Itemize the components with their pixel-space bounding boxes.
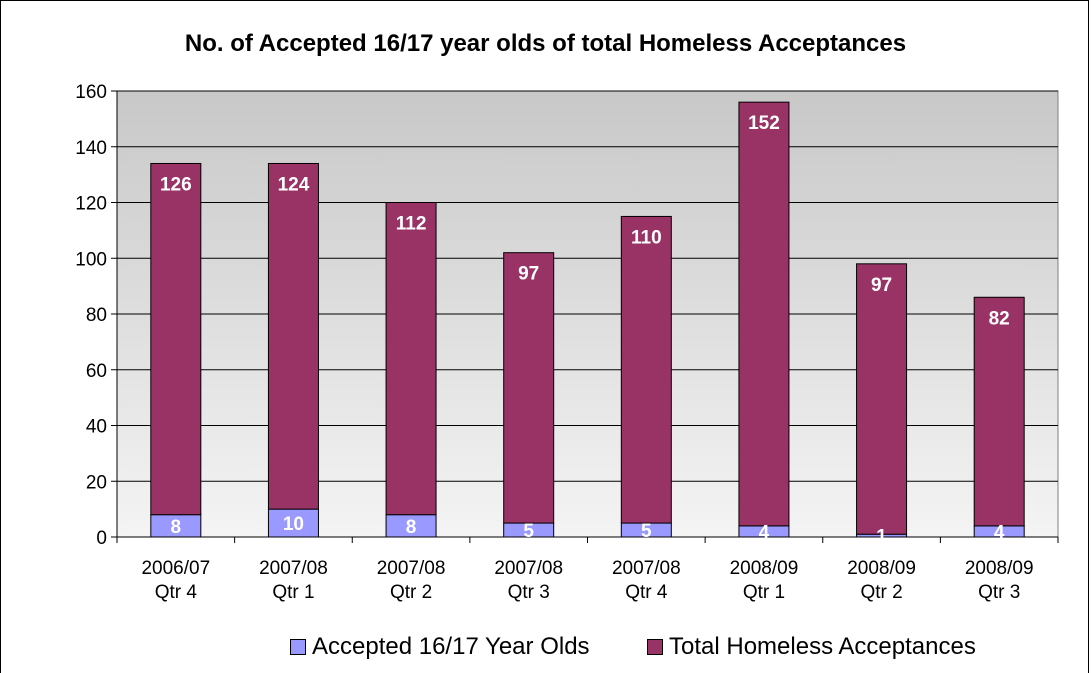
legend-label-total: Total Homeless Acceptances: [669, 633, 976, 660]
y-tick-label: 120: [75, 194, 107, 215]
bar-total: [267, 162, 319, 510]
legend-item-total: Total Homeless Acceptances: [647, 633, 976, 661]
bar-total: [503, 252, 555, 524]
bar-total: [150, 162, 202, 516]
y-tick-label: 160: [75, 82, 107, 103]
axes: 0 20 40 60 80 100 120 140 160 2006/07 Qtr 4 2007/08…: [75, 82, 1059, 603]
bar-total: [620, 215, 672, 524]
x-tick-label: 2008/09 Qtr 1: [730, 558, 799, 603]
data-label: 4: [759, 522, 770, 543]
legend-swatch-total: [647, 639, 663, 655]
data-label: 10: [283, 514, 304, 535]
bar-accepted: [267, 508, 319, 538]
y-tick-label: 60: [86, 361, 107, 382]
y-tick-label: 40: [86, 417, 107, 438]
data-label: 126: [160, 174, 192, 195]
data-label: 152: [748, 113, 780, 134]
data-label: 1: [876, 527, 887, 548]
y-tick-label: 80: [86, 305, 107, 326]
data-label: 110: [631, 227, 662, 248]
data-label: 82: [989, 308, 1010, 329]
legend: Accepted 16/17 Year Olds Total Homeless …: [0, 633, 1091, 663]
y-tick-label: 140: [75, 138, 107, 159]
data-label: 97: [871, 275, 892, 296]
legend-label-accepted: Accepted 16/17 Year Olds: [312, 633, 590, 660]
x-tick-label: 2008/09 Qtr 2: [847, 558, 916, 603]
x-tick-label: 2008/09 Qtr 3: [965, 558, 1034, 603]
y-tick-label: 20: [86, 472, 107, 493]
bar-total: [856, 263, 908, 535]
y-tick-label: 0: [96, 528, 107, 549]
bar-total: [738, 101, 790, 527]
data-labels: 8 126 10 124 8 112 5 97 5 110 4 152 1 97 4 82: [160, 113, 1010, 547]
bars: [150, 101, 1025, 538]
x-tick-label: 2007/08 Qtr 2: [377, 558, 446, 603]
data-label: 97: [518, 264, 539, 285]
data-label: 8: [406, 517, 417, 538]
data-label: 4: [994, 522, 1005, 543]
bar-total: [973, 296, 1025, 527]
x-tick-label: 2007/08 Qtr 3: [494, 558, 563, 603]
data-label: 8: [171, 517, 182, 538]
legend-item-accepted: Accepted 16/17 Year Olds: [290, 633, 590, 661]
data-label: 112: [396, 214, 427, 235]
data-label: 5: [641, 521, 652, 542]
bar-total: [385, 202, 437, 516]
x-tick-label: 2007/08 Qtr 1: [259, 558, 328, 603]
legend-swatch-accepted: [290, 639, 306, 655]
chart-title: No. of Accepted 16/17 year olds of total…: [184, 30, 907, 57]
data-label: 124: [278, 174, 310, 195]
x-tick-label: 2007/08 Qtr 4: [612, 558, 681, 603]
data-label: 5: [523, 521, 534, 542]
x-tick-label: 2006/07 Qtr 4: [141, 558, 210, 603]
y-tick-label: 100: [75, 249, 107, 270]
